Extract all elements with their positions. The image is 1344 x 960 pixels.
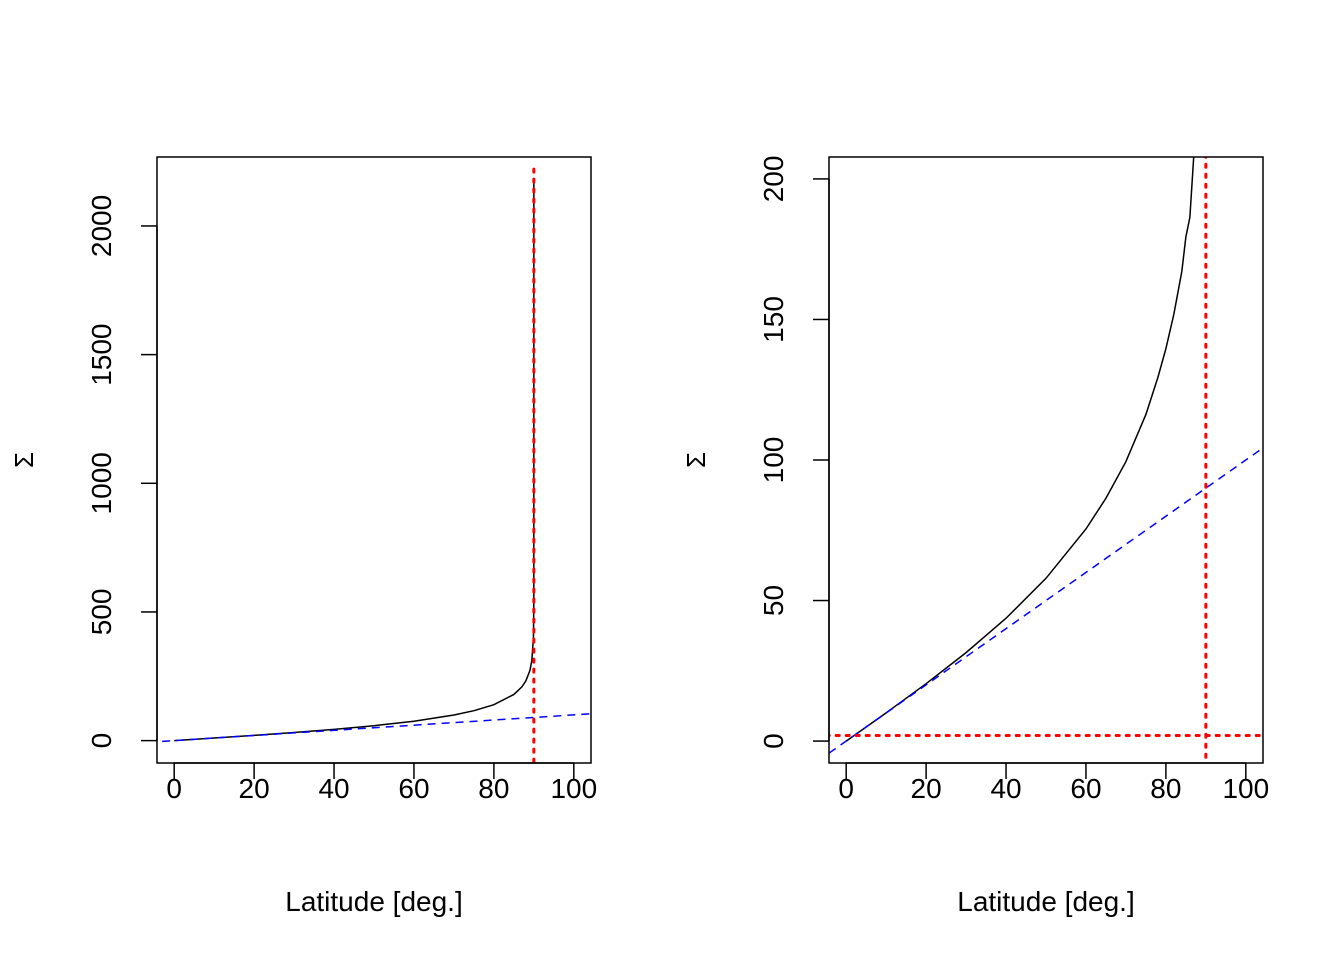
plot-area	[829, 157, 1263, 763]
y-axis-title: Σ	[681, 452, 711, 468]
x-axis-title: Latitude [deg.]	[285, 886, 462, 917]
series-identity-line	[829, 446, 1263, 755]
plot-area	[157, 165, 591, 763]
y-tick-label: 1000	[86, 452, 117, 514]
y-tick-label: 50	[758, 585, 789, 616]
x-tick-label: 0	[838, 773, 854, 804]
x-tick-label: 100	[1222, 773, 1269, 804]
y-tick-label: 2000	[86, 195, 117, 257]
series-mercator-line	[845, 157, 1195, 742]
y-tick-label: 200	[758, 156, 789, 203]
x-tick-label: 40	[318, 773, 349, 804]
panel-2: 0 20 40 60 80 100 0 50 100 150 200 Latitude [deg.] Σ	[681, 156, 1269, 917]
x-tick-label: 0	[166, 773, 182, 804]
plot-frame	[828, 156, 1264, 764]
series-identity-line	[157, 713, 591, 743]
y-tick-label: 0	[758, 733, 789, 749]
x-tick-label: 80	[478, 773, 509, 804]
x-tick-label: 100	[550, 773, 597, 804]
x-tick-label: 40	[990, 773, 1021, 804]
y-tick-label: 100	[758, 437, 789, 484]
y-tick-label: 0	[86, 733, 117, 749]
y-tick-label: 1500	[86, 323, 117, 385]
x-tick-label: 60	[398, 773, 429, 804]
x-tick-label: 20	[911, 773, 942, 804]
series-mercator-line	[174, 178, 535, 742]
x-axis-title: Latitude [deg.]	[957, 886, 1134, 917]
y-axis-title: Σ	[9, 452, 39, 468]
x-tick-label: 80	[1150, 773, 1181, 804]
x-tick-label: 60	[1070, 773, 1101, 804]
plot-frame	[156, 156, 592, 764]
y-tick-label: 500	[86, 589, 117, 636]
y-tick-label: 150	[758, 296, 789, 343]
x-tick-label: 20	[239, 773, 270, 804]
